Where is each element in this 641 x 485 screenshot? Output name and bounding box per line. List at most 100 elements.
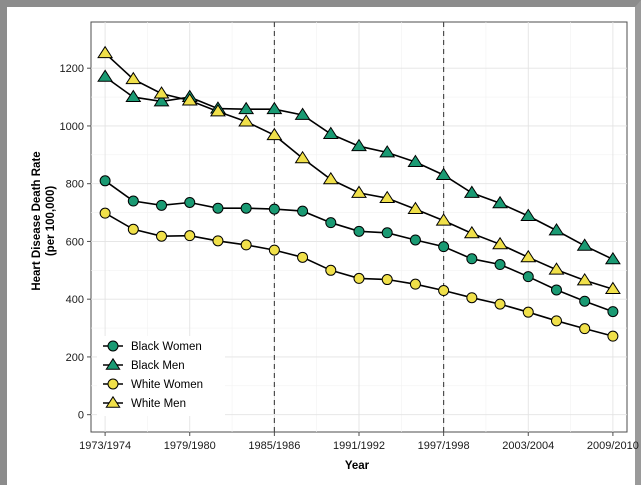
black-women-point <box>607 306 619 318</box>
black-men-point <box>238 101 255 115</box>
black-women-point <box>353 225 365 237</box>
black-women-point <box>99 175 111 187</box>
white-men-point <box>463 225 480 239</box>
legend-label: White Men <box>131 398 186 410</box>
black-men-point <box>435 167 452 180</box>
y-tick-label: 0 <box>78 410 84 422</box>
x-tick-label: 1973/1974 <box>79 440 131 452</box>
black-women-point <box>240 202 252 214</box>
white-women-point <box>268 244 280 256</box>
white-men-point <box>576 272 593 286</box>
black-men-point <box>407 154 424 167</box>
black-women-point <box>522 271 534 283</box>
white-women-point <box>409 278 421 290</box>
white-women-point <box>494 298 506 310</box>
black-women-point <box>268 203 280 215</box>
black-men-point <box>463 185 480 198</box>
white-men-point <box>294 150 311 164</box>
black-women-point <box>579 295 591 307</box>
black-men-point <box>379 145 396 158</box>
black-men-point <box>322 126 339 139</box>
black-women-point <box>494 259 506 271</box>
legend-label: Black Women <box>131 341 202 353</box>
black-women-point <box>297 205 309 217</box>
white-men-point <box>407 201 424 215</box>
legend-label: White Women <box>131 379 203 391</box>
black-women-point <box>438 241 450 253</box>
black-women-point <box>409 234 421 246</box>
black-men-point <box>548 223 565 236</box>
legend-key-marker <box>107 340 119 352</box>
white-women-point <box>297 251 309 263</box>
white-women-point <box>184 230 196 242</box>
white-men-point <box>604 281 621 294</box>
white-men-point <box>520 249 537 263</box>
white-men-point <box>492 236 508 250</box>
black-men-point <box>351 138 367 152</box>
white-women-point <box>607 330 619 342</box>
white-women-point <box>353 272 365 284</box>
x-tick-label: 2003/2004 <box>502 440 554 452</box>
y-axis-title: Heart Disease Death Rate (per 100,000) <box>31 151 57 290</box>
white-men-point <box>238 114 255 127</box>
black-women-point <box>156 199 168 211</box>
white-women-point <box>550 315 562 327</box>
black-men-point <box>604 251 621 265</box>
white-men-point <box>351 185 367 198</box>
y-tick-label: 600 <box>66 236 84 248</box>
x-tick-label: 1991/1992 <box>333 440 385 452</box>
white-men-point <box>181 93 198 106</box>
white-men-point <box>266 127 283 141</box>
white-women-point <box>325 264 337 276</box>
black-men-point <box>266 101 283 115</box>
legend-label: Black Men <box>131 360 185 372</box>
legend-key-marker <box>107 378 119 390</box>
black-men-point <box>520 208 537 221</box>
white-men-point <box>548 262 565 275</box>
black-men-point <box>576 238 593 251</box>
y-axis-title-line: Heart Disease Death Rate <box>31 151 43 290</box>
y-tick-label: 400 <box>66 294 84 306</box>
black-men-point <box>492 195 508 209</box>
white-women-point <box>212 235 224 247</box>
x-tick-label: 1979/1980 <box>164 440 216 452</box>
white-women-point <box>127 223 139 235</box>
y-tick-label: 200 <box>66 352 84 364</box>
x-tick-label: 1985/1986 <box>248 440 300 452</box>
black-men-point <box>153 93 170 107</box>
black-women-point <box>381 227 393 239</box>
x-axis-title: Year <box>345 460 370 472</box>
white-women-point <box>99 207 111 219</box>
white-men-point <box>435 213 452 226</box>
white-women-point <box>522 306 534 318</box>
black-women-point <box>466 253 478 265</box>
white-women-point <box>466 292 478 304</box>
white-women-point <box>579 323 591 335</box>
black-women-point <box>184 196 196 208</box>
white-women-point <box>381 274 393 286</box>
white-women-point <box>240 239 252 251</box>
white-women-point <box>156 230 168 242</box>
black-men-point <box>97 69 114 82</box>
white-men-point <box>322 171 339 185</box>
black-men-point <box>125 89 142 102</box>
white-men-point <box>97 45 114 59</box>
black-women-point <box>325 217 337 229</box>
black-women-point <box>212 202 224 214</box>
white-men-point <box>210 104 226 117</box>
x-tick-label: 2009/2010 <box>587 440 639 452</box>
black-women-point <box>550 284 562 296</box>
white-women-point <box>438 285 450 297</box>
y-tick-label: 1200 <box>60 63 84 75</box>
y-tick-label: 800 <box>66 179 84 191</box>
y-axis-title-line: (per 100,000) <box>45 186 57 256</box>
y-tick-label: 1000 <box>60 121 84 133</box>
white-men-point <box>125 71 142 85</box>
white-men-point <box>379 190 396 204</box>
black-men-point <box>294 107 311 120</box>
black-women-point <box>127 195 139 207</box>
x-tick-label: 1997/1998 <box>418 440 470 452</box>
white-men-point <box>153 86 170 99</box>
legend-key-marker <box>105 395 121 408</box>
